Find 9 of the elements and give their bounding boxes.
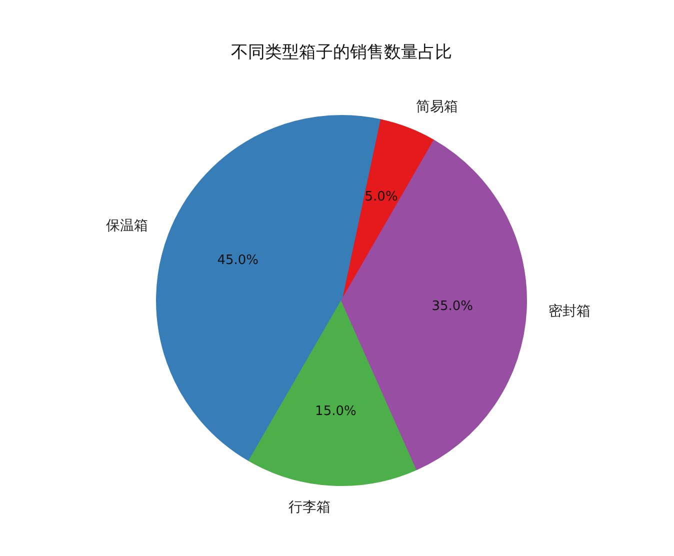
slice-label: 保温箱 [106, 218, 148, 234]
slice-label: 简易箱 [416, 99, 458, 116]
data-label: 45.0% [217, 253, 259, 268]
data-label: 35.0% [432, 298, 474, 314]
data-label: 15.0% [315, 404, 356, 419]
slice-label: 密封箱 [548, 303, 590, 320]
chart-title: 不同类型箱子的销售数量占比 [231, 42, 452, 62]
data-label: 5.0% [364, 189, 398, 204]
slice-label: 行李箱 [288, 499, 331, 516]
